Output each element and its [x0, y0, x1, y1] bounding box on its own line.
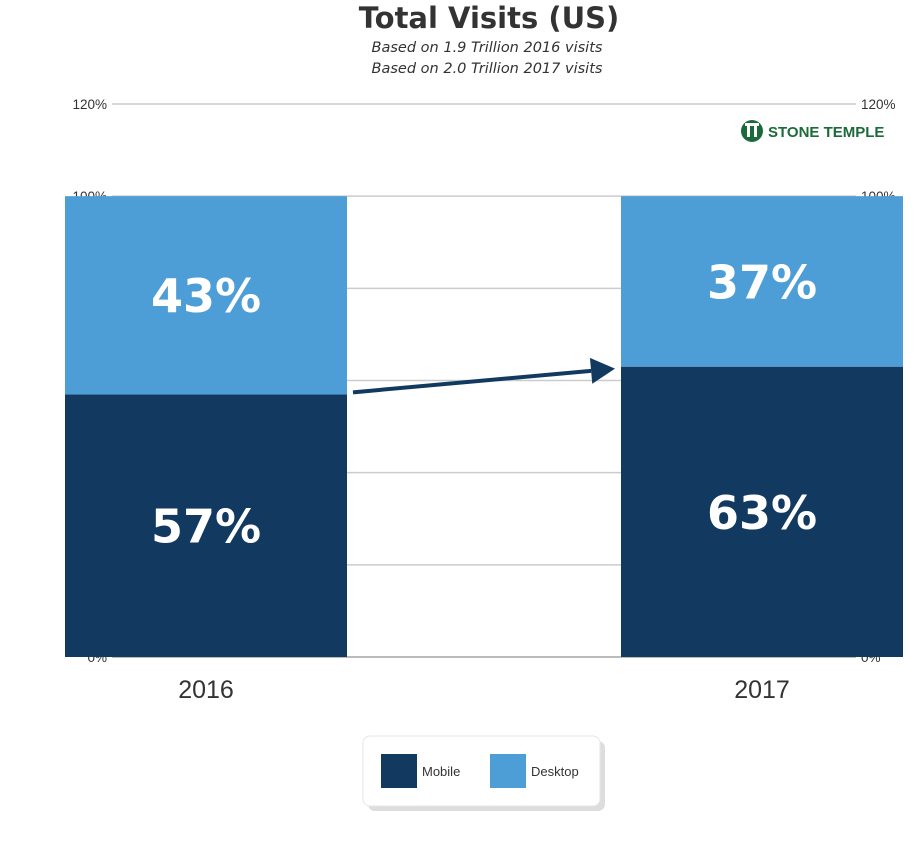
- bar-mobile-2017: [621, 366, 903, 657]
- trend-arrow-shaft: [352, 368, 592, 395]
- brand-logo-lintel: [745, 123, 759, 126]
- data-label-mobile-2016: 57%: [151, 500, 261, 554]
- brand-logo-text: STONE TEMPLE: [768, 124, 884, 141]
- bar-mobile-2016: [65, 394, 347, 657]
- data-label-mobile-2017: 63%: [707, 486, 817, 540]
- bars-layer: [65, 196, 903, 657]
- legend-label-desktop: Desktop: [531, 764, 579, 779]
- bar-desktop-2016: [65, 196, 347, 395]
- data-label-desktop-2016: 43%: [151, 269, 261, 323]
- y-tick-label-left: 120%: [72, 97, 107, 112]
- bar-desktop-2017: [621, 196, 903, 367]
- chart-subtitle-2: Based on 2.0 Trillion 2017 visits: [372, 61, 603, 77]
- x-category-label: 2016: [178, 676, 234, 704]
- labels-layer: 57% 43% 2016 63% 37% 2017: [151, 255, 817, 704]
- brand-logo: STONE TEMPLE: [741, 120, 884, 142]
- x-category-label: 2017: [734, 676, 790, 704]
- legend-box: [362, 735, 601, 807]
- trend-arrow-head: [589, 357, 615, 384]
- trend-arrow: [352, 357, 615, 395]
- brand-logo-pillar-right: [754, 125, 757, 137]
- legend-swatch-mobile: [381, 754, 417, 788]
- legend-label-mobile: Mobile: [422, 764, 460, 779]
- legend: Mobile Desktop: [362, 735, 605, 811]
- y-tick-label-right: 120%: [861, 97, 896, 112]
- chart-title: Total Visits (US): [359, 1, 620, 35]
- brand-logo-pillar-left: [747, 125, 750, 137]
- legend-swatch-desktop: [490, 754, 526, 788]
- data-label-desktop-2017: 37%: [707, 255, 817, 309]
- chart-subtitle-1: Based on 1.9 Trillion 2016 visits: [372, 40, 603, 56]
